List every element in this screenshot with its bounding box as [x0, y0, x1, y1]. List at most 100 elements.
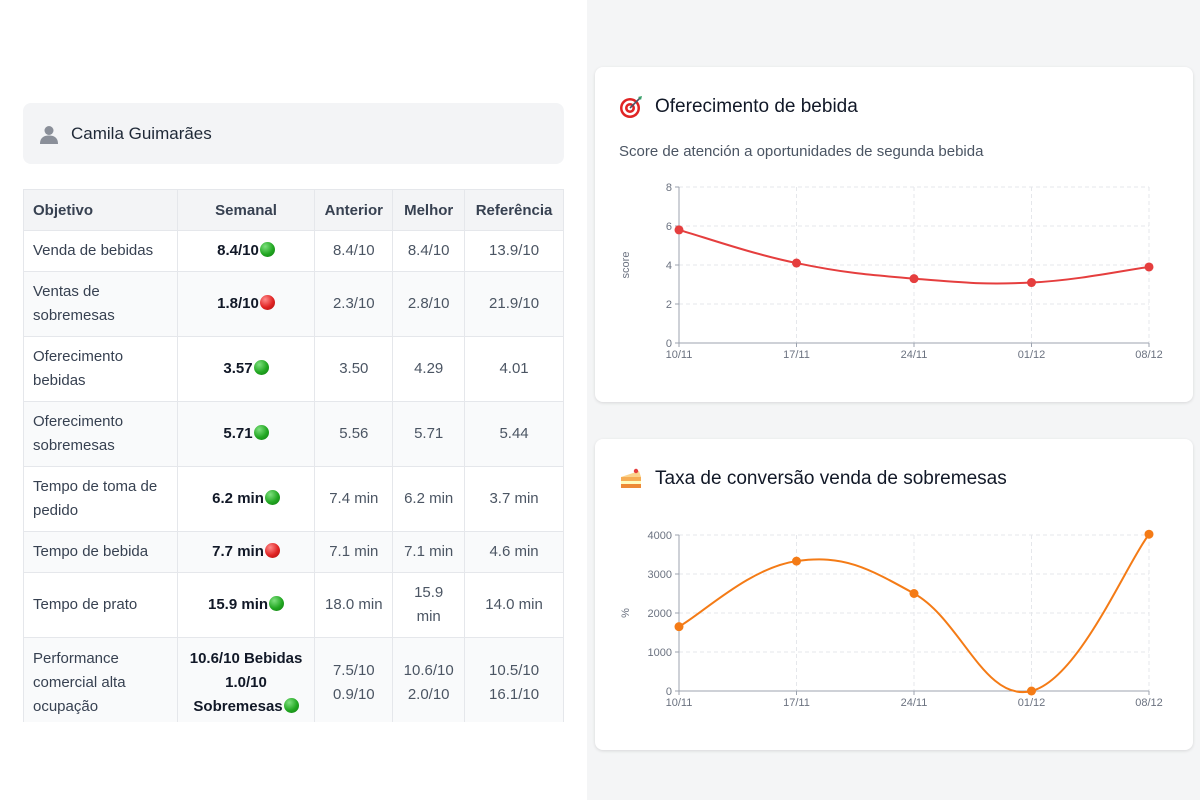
y-axis-label: score	[620, 252, 632, 279]
objectives-table: Objetivo Semanal Anterior Melhor Referên…	[23, 189, 564, 722]
previous-line: 0.9/10	[332, 685, 375, 703]
status-green-icon	[259, 242, 275, 257]
table-row: Tempo de bebida 7.7 min 7.1 min 7.1 min …	[23, 531, 564, 573]
cell-previous: 2.3/10	[314, 271, 394, 337]
cell-best: 6.2 min	[392, 466, 466, 532]
data-point	[909, 274, 919, 284]
weekly-value: 8.4/10	[217, 242, 259, 259]
series-line	[678, 533, 1150, 694]
x-tick-label: 08/12	[1135, 697, 1163, 709]
y-tick-label: 8	[666, 182, 672, 194]
x-tick-label: 17/11	[783, 697, 810, 709]
cell-reference: 4.01	[464, 336, 564, 402]
cell-weekly: 7.7 min	[176, 531, 316, 573]
x-tick-label: 01/12	[1018, 697, 1046, 709]
cell-previous: 8.4/10	[314, 230, 394, 272]
cell-best: 2.8/10	[392, 271, 466, 337]
weekly-value: 5.71	[223, 425, 253, 442]
previous-line: 7.5/10	[332, 661, 375, 679]
status-green-icon	[253, 425, 269, 440]
status-red-icon	[264, 543, 280, 558]
cell-previous: 5.56	[314, 401, 394, 467]
data-point	[674, 622, 684, 632]
left-panel: Camila Guimarães Objetivo Semanal Anteri…	[0, 0, 587, 800]
cell-objective: Tempo de toma de pedido	[23, 466, 178, 532]
cell-reference: 14.0 min	[464, 572, 564, 638]
weekly-line: 10.6/10 Bebidas	[189, 649, 303, 667]
cell-previous: 3.50	[314, 336, 394, 402]
y-tick-label: 6	[666, 221, 672, 233]
cell-weekly: 5.71	[176, 401, 316, 467]
data-point	[674, 225, 684, 235]
chart-subtitle: Score de atención a oportunidades de seg…	[619, 143, 984, 160]
target-icon	[620, 96, 642, 118]
y-tick-label: 0	[666, 338, 672, 350]
dessert-conversion-chart: 0 1000 2000 3000 4000 10/11 17/11 24/11 01/12 08/…	[620, 529, 1163, 709]
header-melhor: Melhor	[392, 189, 466, 231]
cell-weekly: 6.2 min	[176, 466, 316, 532]
y-tick-label: 4000	[648, 530, 672, 542]
cell-best: 7.1 min	[392, 531, 466, 573]
y-axis-label: %	[620, 608, 632, 618]
cell-objective: Oferecimento sobremesas	[23, 401, 178, 467]
header-objetivo: Objetivo	[23, 189, 178, 231]
cell-previous: 7.5/10 0.9/10	[314, 637, 394, 722]
chart-title-text: Oferecimento de bebida	[655, 96, 858, 117]
y-tick-label: 1000	[648, 647, 672, 659]
cell-objective: Tempo de prato	[23, 572, 178, 638]
status-green-icon	[253, 360, 269, 375]
reference-line: 16.1/10	[489, 685, 540, 703]
weekly-value: 7.7 min	[212, 543, 264, 560]
data-point	[792, 556, 801, 566]
reference-line: 10.5/10	[489, 661, 540, 679]
table-row: Oferecimento bebidas 3.57 3.50 4.29 4.01	[23, 336, 564, 402]
cell-objective: Venda de bebidas	[23, 230, 178, 272]
status-green-icon	[283, 697, 299, 713]
table-row: Performance comercial alta ocupação 10.6…	[23, 637, 564, 722]
chart-title-text: Taxa de conversão venda de sobremesas	[655, 468, 1007, 489]
chart-title: Oferecimento de bebida	[619, 95, 858, 119]
user-card: Camila Guimarães	[23, 103, 564, 164]
user-name: Camila Guimarães	[71, 123, 212, 143]
header-anterior: Anterior	[314, 189, 394, 231]
x-tick-label: 08/12	[1135, 349, 1163, 361]
status-green-icon	[269, 596, 285, 611]
data-point	[1144, 529, 1154, 539]
best-line: 2.0/10	[407, 685, 450, 703]
status-green-icon	[264, 490, 280, 505]
data-point	[909, 589, 919, 598]
drink-offer-chart: 0 2 4 6 8 10/11 17/11 24/11 01/12 08/12 score	[620, 182, 1163, 361]
weekly-value: 15.9 min	[208, 596, 269, 613]
cell-weekly: 1.8/10	[176, 271, 316, 337]
cell-reference: 4.6 min	[464, 531, 564, 573]
cell-previous: 7.4 min	[314, 466, 394, 532]
table-header-row: Objetivo Semanal Anterior Melhor Referên…	[23, 189, 564, 231]
cell-best: 10.6/10 2.0/10	[392, 637, 466, 722]
cell-objective: Oferecimento bebidas	[23, 336, 178, 402]
cell-objective: Ventas de sobremesas	[23, 271, 178, 337]
objectives-table-container: Objetivo Semanal Anterior Melhor Referên…	[23, 189, 564, 722]
chart-title: Taxa de conversão venda de sobremesas	[619, 467, 1007, 491]
cell-best: 15.9 min	[392, 572, 466, 638]
cell-previous: 7.1 min	[314, 531, 394, 573]
cell-best: 5.71	[392, 401, 466, 467]
cell-weekly: 8.4/10	[176, 230, 316, 272]
chart-card-drink-offer: Oferecimento de bebida Score de atención…	[595, 67, 1193, 402]
y-tick-label: 2000	[648, 608, 672, 620]
data-point	[792, 258, 801, 268]
table-row: Venda de bebidas 8.4/10 8.4/10 8.4/10 13…	[23, 230, 564, 272]
user-icon	[40, 125, 58, 144]
cell-best: 8.4/10	[392, 230, 466, 272]
status-red-icon	[259, 295, 275, 310]
header-semanal: Semanal	[176, 189, 316, 231]
weekly-value: Sobremesas	[193, 697, 283, 715]
x-tick-label: 24/11	[901, 349, 928, 361]
best-line: 10.6/10	[403, 661, 454, 679]
x-tick-label: 24/11	[901, 697, 928, 709]
cell-weekly: 10.6/10 Bebidas 1.0/10 Sobremesas	[176, 637, 316, 722]
y-tick-label: 2	[666, 299, 672, 311]
data-point	[1027, 278, 1036, 288]
cell-best: 4.29	[392, 336, 466, 402]
cell-previous: 18.0 min	[314, 572, 394, 638]
data-point	[1144, 262, 1154, 272]
